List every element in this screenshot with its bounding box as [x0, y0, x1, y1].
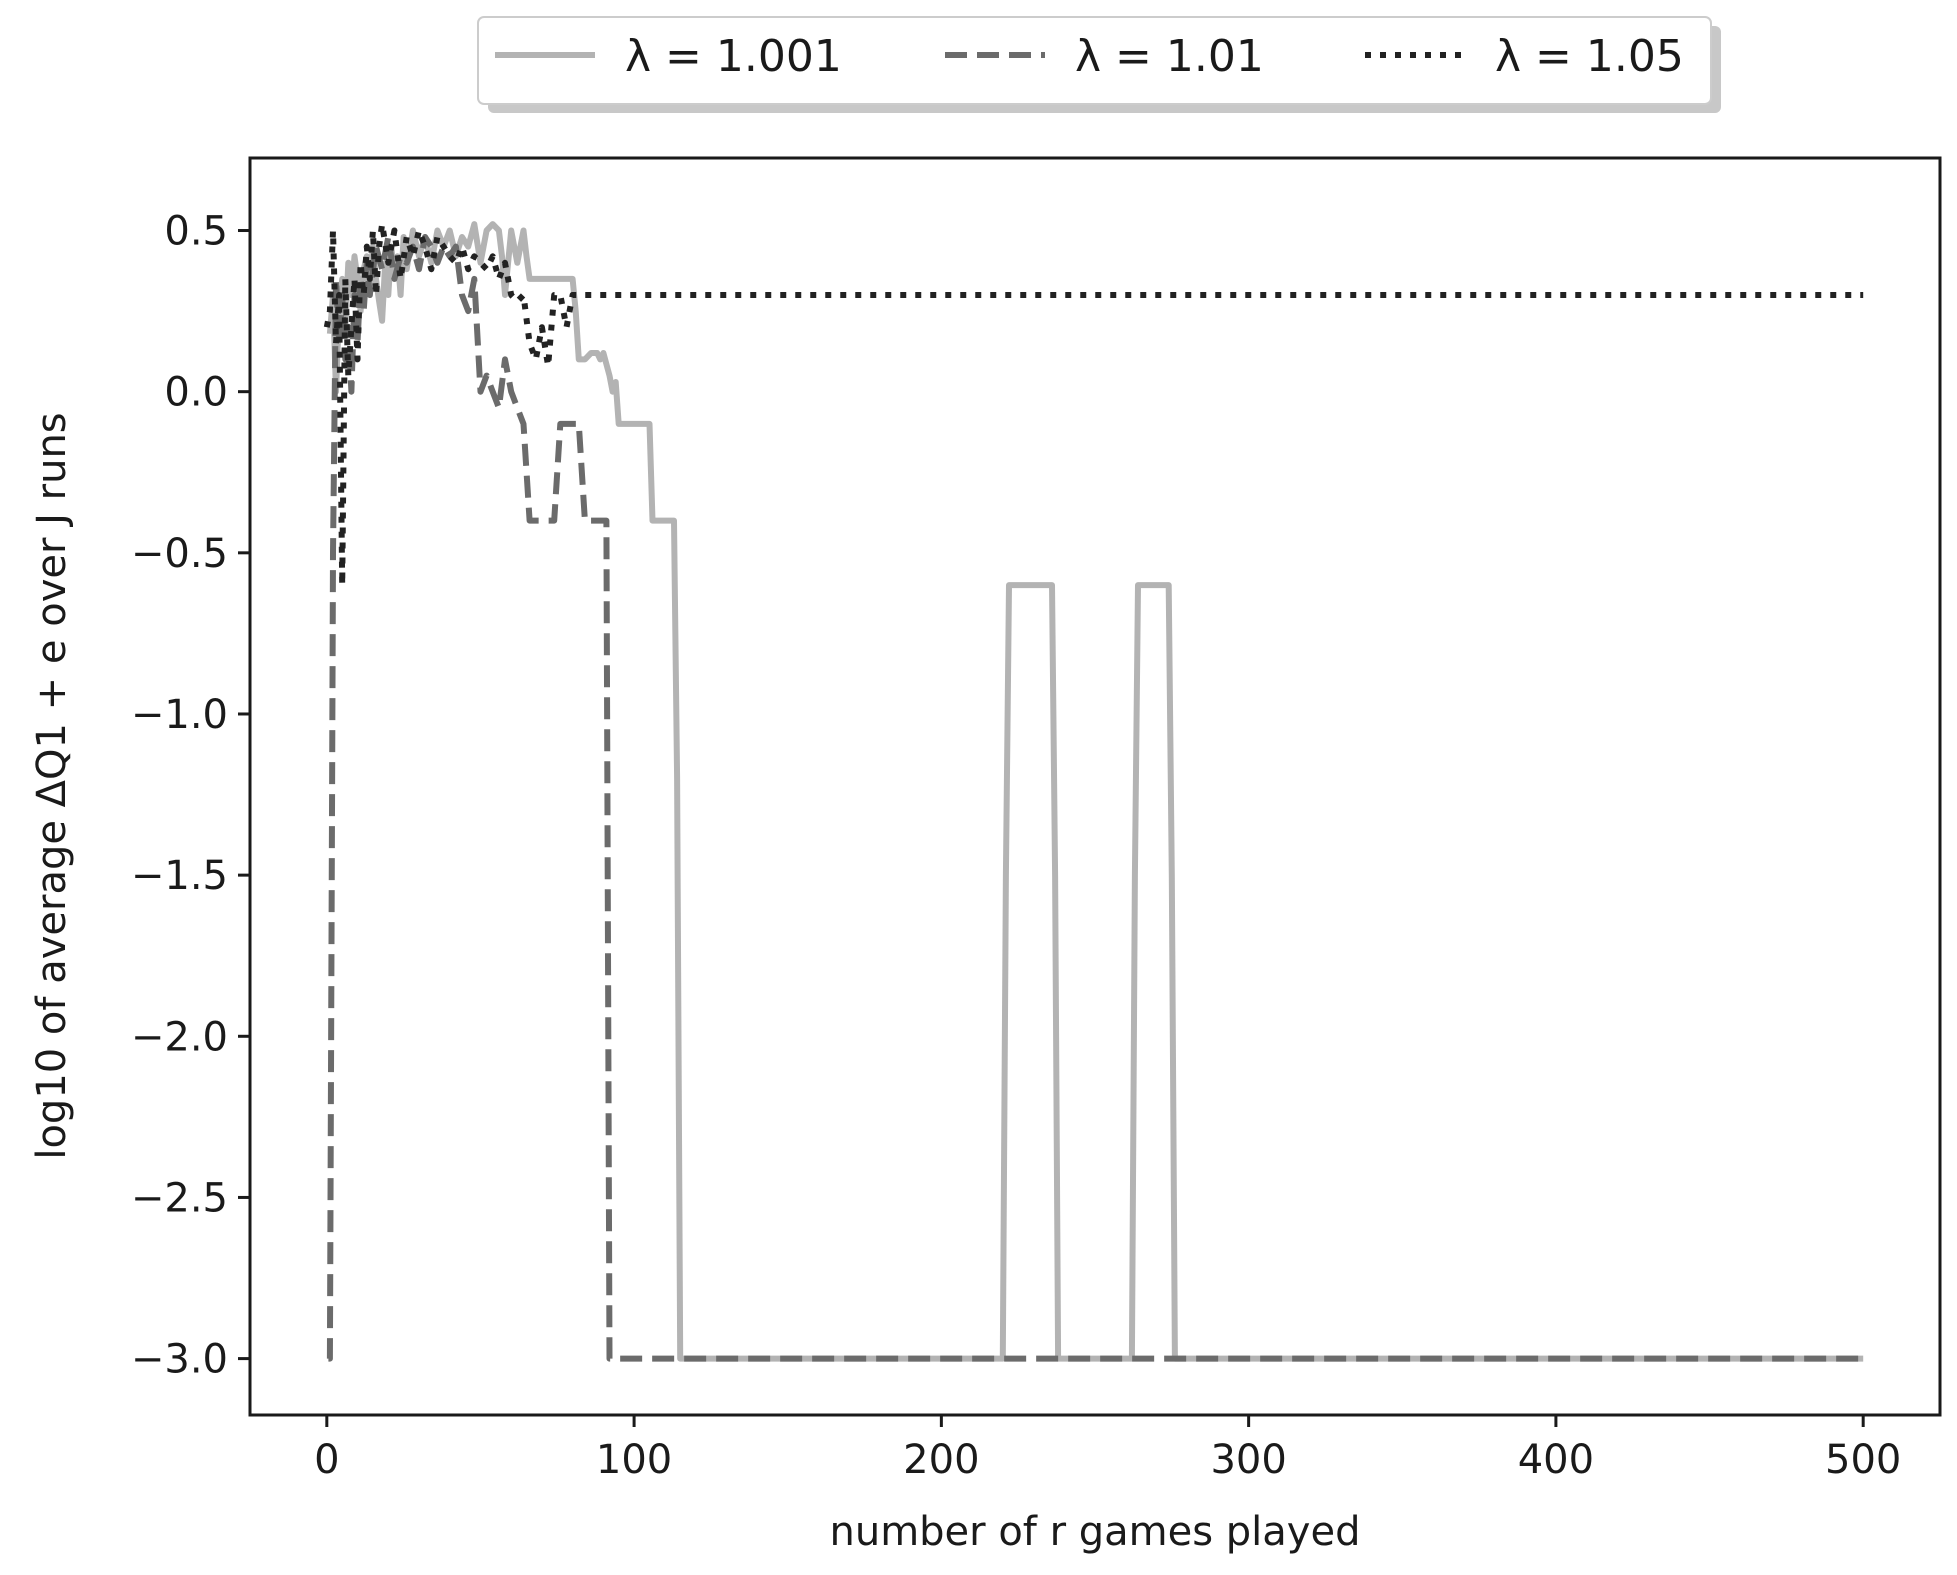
x-tick-label: 200 [903, 1437, 979, 1483]
x-tick-label: 300 [1210, 1437, 1286, 1483]
y-axis-label-group: log10 of average ΔQ1 + e over J runs [29, 412, 75, 1159]
axes-frame [248, 156, 1942, 1417]
x-tick-label: 500 [1825, 1437, 1901, 1483]
legend-label-101: λ = 1.01 [1075, 31, 1264, 82]
x-tick-label: 100 [596, 1437, 672, 1483]
series-line-2 [326, 234, 1864, 1362]
y-tick-label: −3.0 [131, 1337, 228, 1383]
y-axis-ticks: 0.5 0.0 −0.5 −1.0 −1.5 −2.0 −2.5 −3.0 [131, 209, 250, 1383]
legend-label-105: λ = 1.05 [1495, 31, 1684, 82]
y-axis-label: log10 of average ΔQ1 + e over J runs [29, 412, 75, 1159]
legend-label-1001: λ = 1.001 [625, 31, 842, 82]
y-tick-label: −2.0 [131, 1014, 228, 1060]
y-tick-label: 0.5 [164, 209, 228, 255]
plot-area [248, 156, 1942, 1417]
y-tick-label: −2.5 [131, 1175, 228, 1221]
x-tick-label: 400 [1518, 1437, 1594, 1483]
y-tick-label: −0.5 [131, 531, 228, 577]
x-tick-label: 0 [314, 1437, 339, 1483]
legend-box [477, 16, 1712, 105]
y-tick-label: 0.0 [164, 370, 228, 416]
x-axis-label: number of r games played [830, 1509, 1361, 1555]
legend: λ = 1.001 λ = 1.01 λ = 1.05 [477, 16, 1721, 113]
x-axis-ticks: 0 100 200 300 400 500 [314, 1415, 1901, 1483]
series-layer [323, 221, 1864, 1362]
y-tick-label: −1.5 [131, 853, 228, 899]
y-tick-label: −1.0 [131, 692, 228, 738]
